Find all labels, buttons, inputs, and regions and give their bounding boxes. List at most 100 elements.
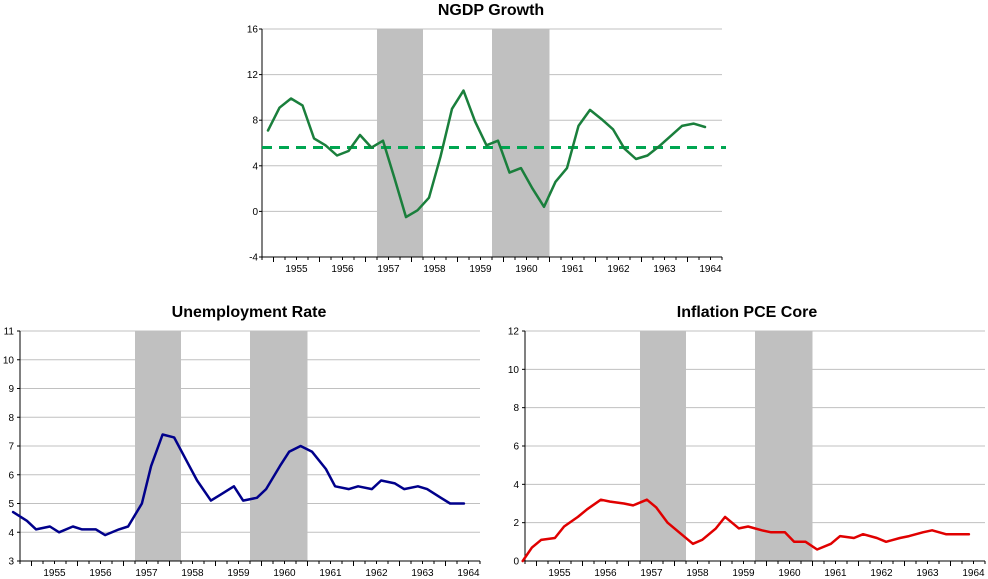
x-tick-label: 1959 [469,264,492,275]
x-tick-label: 1963 [916,568,939,579]
data-point [416,209,419,212]
chart-title: Unemployment Rate [172,304,327,321]
data-point [612,128,614,131]
data-point [577,516,579,518]
data-point [451,107,453,110]
data-point [600,498,602,501]
data-point [311,450,313,453]
data-point [508,171,511,174]
data-point [127,525,129,528]
y-tick-label: -4 [249,253,258,264]
data-point [301,104,304,107]
x-tick-label: 1958 [181,568,204,579]
data-point [623,147,626,150]
data-point [770,531,772,534]
data-point [804,540,807,543]
data-point [187,462,189,465]
x-tick-label: 1964 [457,568,480,579]
y-tick-label: 8 [8,413,14,424]
data-point [104,534,106,537]
data-point [161,433,164,436]
y-tick-label: 12 [247,70,259,81]
y-tick-label: 10 [3,355,15,366]
data-point [334,485,336,488]
data-point [242,499,245,502]
y-tick-label: 0 [252,207,258,218]
data-point [462,89,465,92]
y-tick-label: 5 [8,499,14,510]
data-point [646,498,648,501]
y-tick-label: 3 [8,557,14,568]
y-tick-label: 0 [513,557,519,568]
data-point [440,496,442,499]
data-point [449,502,451,505]
data-point [49,525,51,528]
data-point [885,540,887,543]
data-point [265,488,267,491]
x-tick-label: 1960 [273,568,296,579]
data-point [839,535,841,537]
data-point [267,129,269,132]
data-point [678,531,680,534]
data-point [403,488,405,491]
data-point [394,482,396,485]
x-tick-label: 1957 [640,568,663,579]
data-point [233,485,235,488]
data-point [474,120,476,123]
y-tick-label: 4 [8,528,14,539]
x-tick-label: 1955 [285,264,308,275]
x-tick-label: 1958 [423,264,446,275]
y-tick-label: 2 [513,518,519,529]
data-point [554,537,556,539]
data-point [463,502,465,505]
data-point [784,531,786,534]
y-tick-label: 10 [508,365,520,376]
x-tick-label: 1956 [594,568,617,579]
data-point [692,122,695,125]
y-tick-label: 6 [8,470,14,481]
data-point [600,118,603,120]
x-tick-label: 1962 [365,568,388,579]
data-point [325,468,327,470]
data-point [646,154,649,157]
y-tick-label: 4 [513,480,519,491]
data-point [666,521,669,524]
x-tick-label: 1957 [135,568,158,579]
data-point [540,539,542,541]
data-point [543,205,545,208]
data-point [439,155,442,158]
data-point [669,135,672,138]
x-tick-label: 1964 [699,264,722,275]
data-point [35,528,37,531]
data-point [945,533,947,536]
y-tick-label: 9 [8,384,14,395]
data-point [324,144,327,147]
x-tick-label: 1956 [89,568,112,579]
data-point [922,531,924,534]
data-point [417,485,419,488]
x-tick-label: 1962 [607,264,630,275]
recession-band [492,29,550,257]
x-tick-label: 1963 [653,264,676,275]
data-point [724,516,726,518]
x-tick-label: 1955 [548,568,571,579]
series-line [11,433,466,537]
x-tick-label: 1960 [515,264,538,275]
data-point [278,106,281,109]
ngdp-chart: -4 0 4 8 12 16 1955 1956 1957 1958 1959 1960 1961 196… [247,2,726,275]
data-point [72,525,74,528]
y-tick-label: 11 [4,327,15,338]
data-point [150,465,153,468]
data-point [701,539,703,541]
x-tick-label: 1963 [411,568,434,579]
data-point [704,126,706,128]
data-point [908,535,910,537]
data-point [747,525,749,528]
data-point [348,488,350,491]
data-point [497,139,499,142]
data-point [81,528,83,531]
x-tick-label: 1961 [561,264,584,275]
data-point [566,167,568,169]
y-tick-label: 6 [513,442,519,453]
